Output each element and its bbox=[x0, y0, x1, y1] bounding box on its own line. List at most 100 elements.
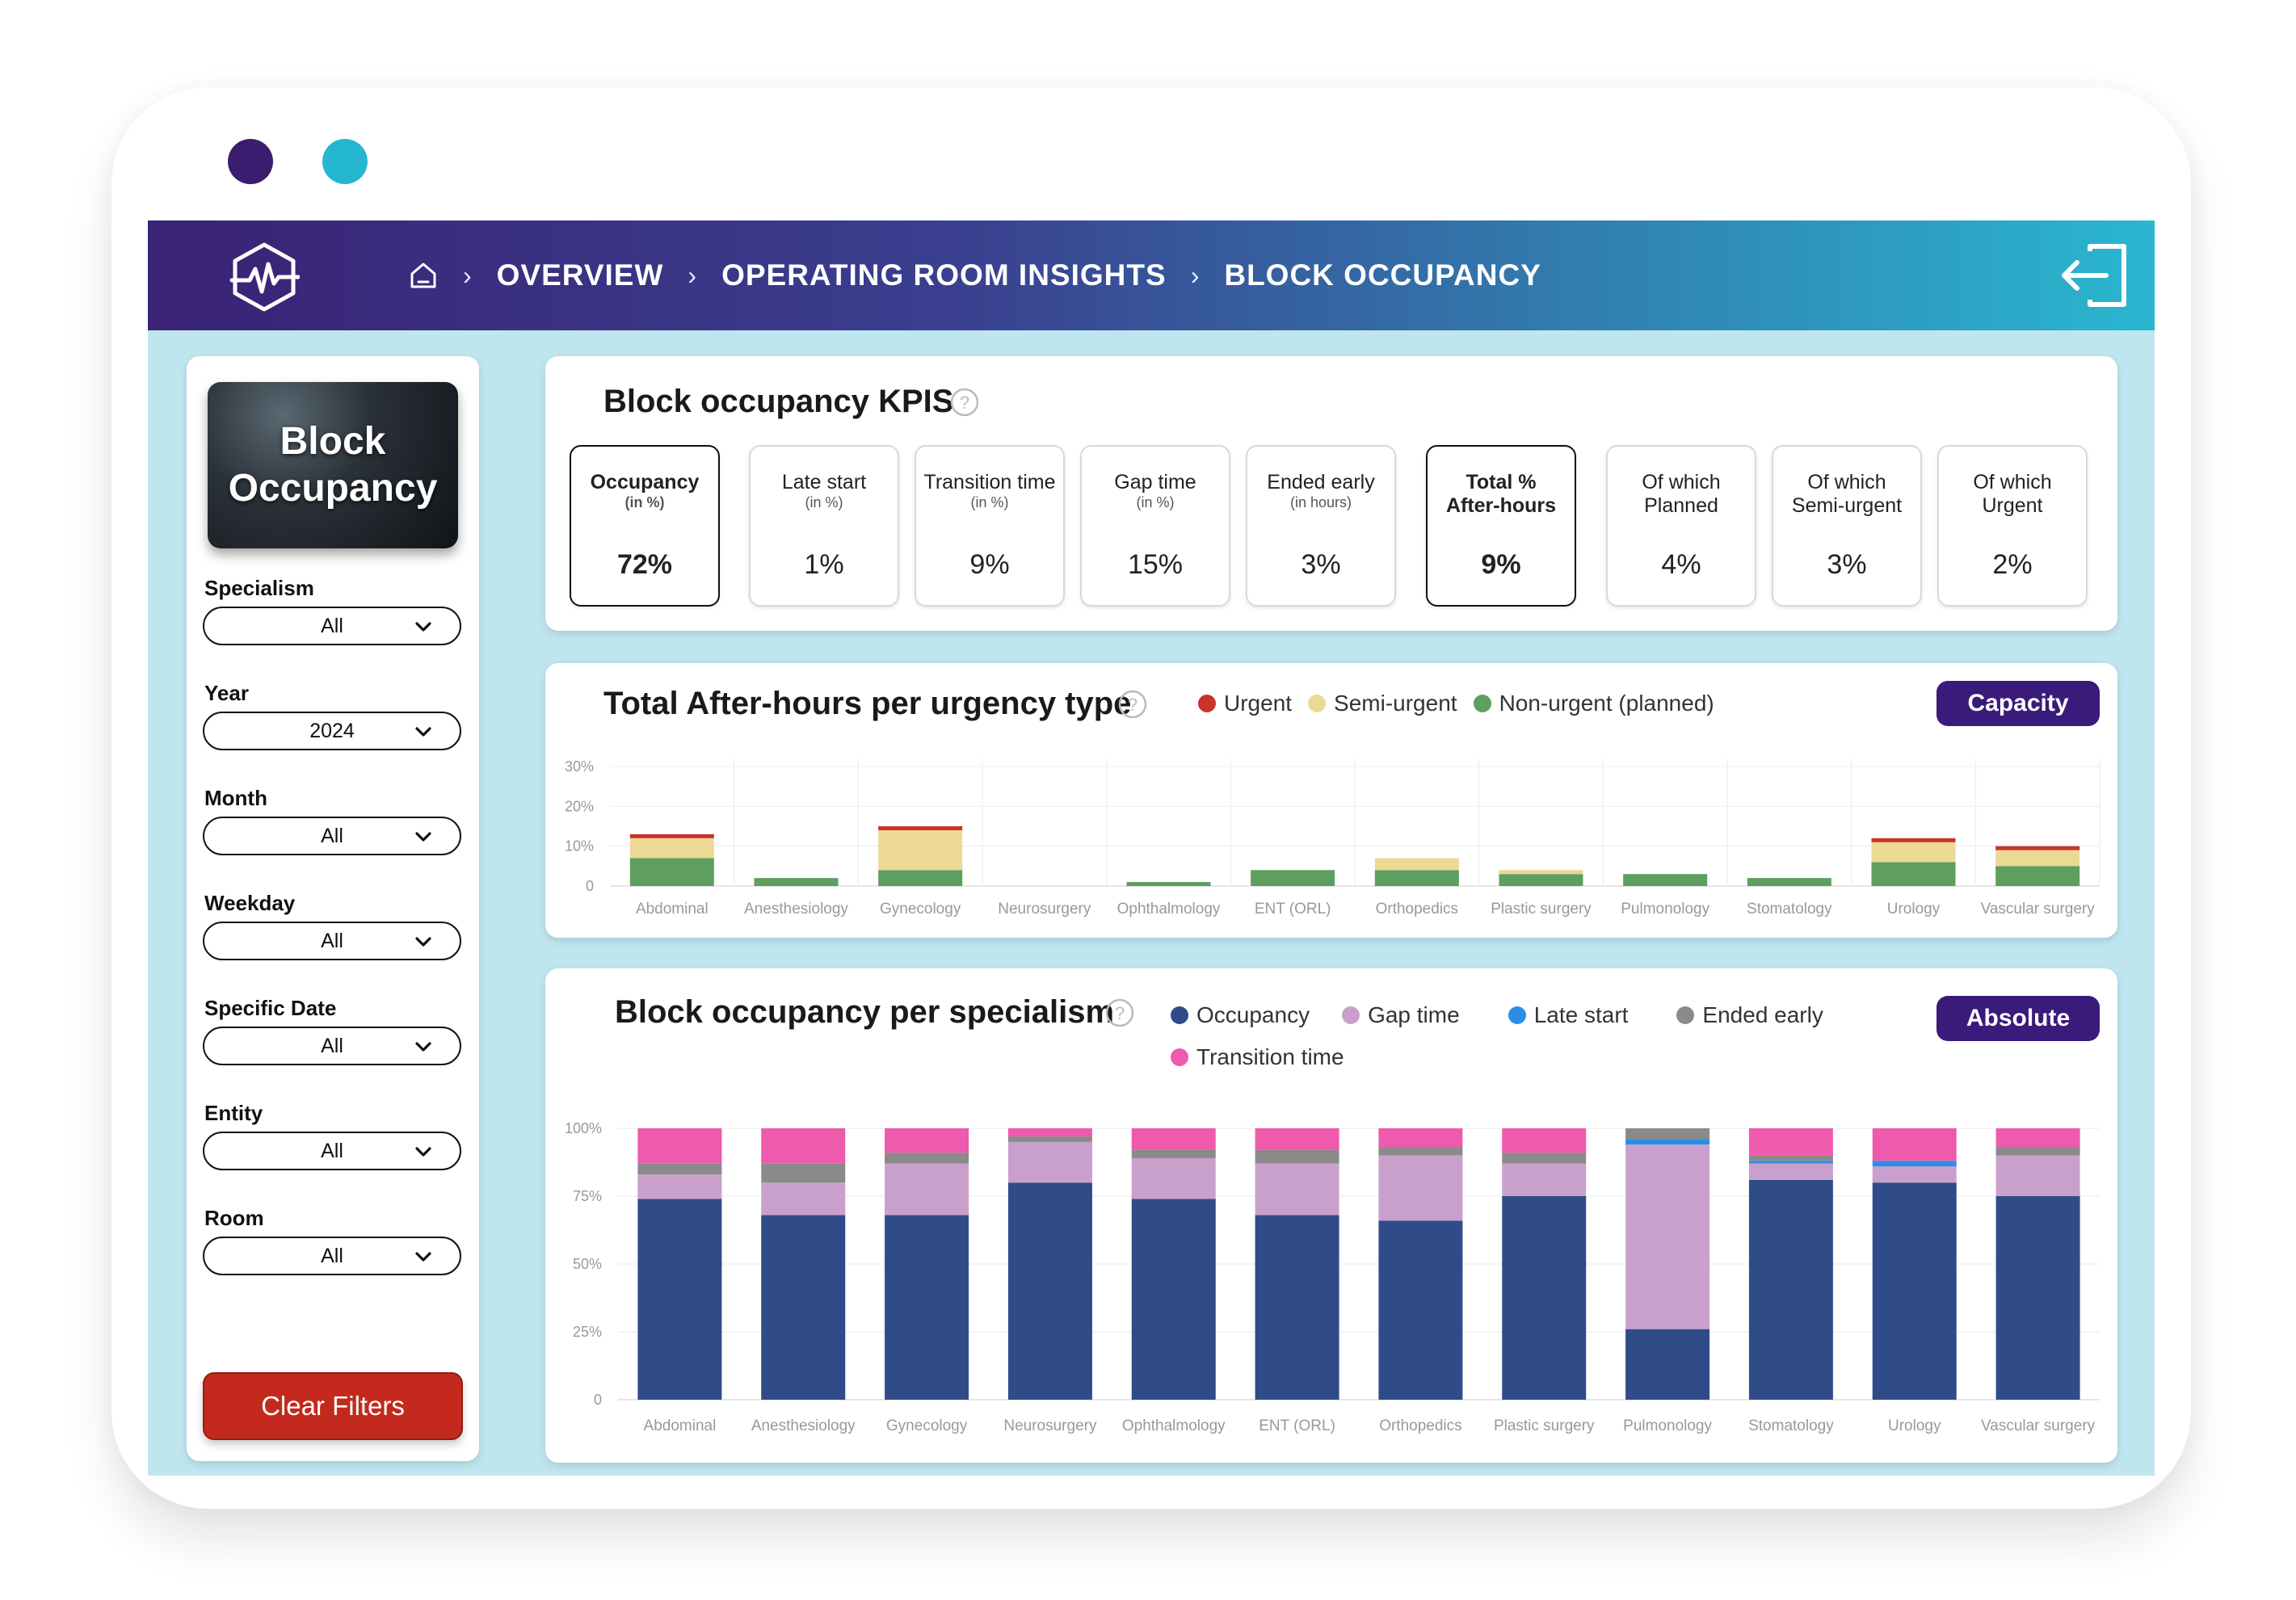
breadcrumb-block-occupancy[interactable]: BLOCK OCCUPANCY bbox=[1224, 258, 1541, 292]
logout-icon[interactable] bbox=[2058, 241, 2130, 309]
bar-ophthalmology-gap-time[interactable] bbox=[1131, 1157, 1216, 1199]
filter-select-specific-date[interactable]: All bbox=[203, 1027, 461, 1065]
bar-orthopedics-occupancy[interactable] bbox=[1378, 1220, 1463, 1400]
heartbeat-logo-icon[interactable] bbox=[229, 241, 300, 313]
bar-plastic-surgery-occupancy[interactable] bbox=[1502, 1196, 1587, 1400]
bar-abdominal-occupancy[interactable] bbox=[637, 1199, 722, 1400]
kpi-card-transition-time[interactable]: Transition time (in %) 9% bbox=[915, 445, 1065, 607]
bar-ent-orl-transition-time[interactable] bbox=[1255, 1128, 1339, 1150]
kpi-card-late-start[interactable]: Late start (in %) 1% bbox=[749, 445, 899, 607]
bar-plastic-surgery-non-urgent-planned[interactable] bbox=[1499, 874, 1583, 886]
bar-ophthalmology-transition-time[interactable] bbox=[1131, 1128, 1216, 1150]
bar-ophthalmology-occupancy[interactable] bbox=[1131, 1199, 1216, 1400]
bar-anesthesiology-transition-time[interactable] bbox=[761, 1128, 846, 1164]
bar-ent-orl-gap-time[interactable] bbox=[1255, 1163, 1339, 1216]
bar-orthopedics-transition-time[interactable] bbox=[1378, 1128, 1463, 1148]
breadcrumb-operating-room-insights[interactable]: OPERATING ROOM INSIGHTS bbox=[721, 258, 1167, 292]
bar-gynecology-ended-early[interactable] bbox=[885, 1153, 969, 1164]
kpi-card-value: 9% bbox=[969, 549, 1010, 580]
absolute-toggle-button[interactable]: Absolute bbox=[1936, 996, 2100, 1041]
bar-neurosurgery-ended-early[interactable] bbox=[1007, 1136, 1092, 1142]
bar-vascular-surgery-non-urgent-planned[interactable] bbox=[1995, 866, 2080, 886]
bar-ophthalmology-ended-early[interactable] bbox=[1131, 1149, 1216, 1158]
kpi-card-unit: (in hours) bbox=[1289, 494, 1352, 510]
bar-ent-orl-non-urgent-planned[interactable] bbox=[1251, 870, 1335, 886]
bar-abdominal-transition-time[interactable] bbox=[637, 1128, 722, 1164]
bar-stomatology-transition-time[interactable] bbox=[1748, 1128, 1833, 1156]
bar-orthopedics-semi-urgent[interactable] bbox=[1374, 858, 1459, 871]
kpi-card-ended-early[interactable]: Ended early (in hours) 3% bbox=[1246, 445, 1396, 607]
bar-anesthesiology-gap-time[interactable] bbox=[761, 1182, 846, 1216]
kpi-card-of-which-semi-urgent[interactable]: Of which Semi-urgent 3% bbox=[1772, 445, 1922, 607]
bar-plastic-surgery-gap-time[interactable] bbox=[1502, 1163, 1587, 1196]
bar-stomatology-occupancy[interactable] bbox=[1748, 1179, 1833, 1400]
bar-gynecology-non-urgent-planned[interactable] bbox=[878, 870, 963, 886]
kpi-card-total-after-hours[interactable]: Total % After-hours 9% bbox=[1426, 445, 1576, 607]
bar-neurosurgery-occupancy[interactable] bbox=[1007, 1182, 1092, 1400]
bar-neurosurgery-gap-time[interactable] bbox=[1007, 1141, 1092, 1183]
bar-plastic-surgery-ended-early[interactable] bbox=[1502, 1153, 1587, 1164]
clear-filters-button[interactable]: Clear Filters bbox=[203, 1372, 463, 1440]
bar-vascular-surgery-urgent[interactable] bbox=[1995, 846, 2080, 850]
bar-abdominal-urgent[interactable] bbox=[629, 834, 714, 838]
home-icon[interactable] bbox=[408, 260, 439, 291]
bar-ent-orl-occupancy[interactable] bbox=[1255, 1215, 1339, 1400]
kpi-card-of-which-planned[interactable]: Of which Planned 4% bbox=[1606, 445, 1756, 607]
bar-plastic-surgery-transition-time[interactable] bbox=[1502, 1128, 1587, 1153]
bar-urology-late-start[interactable] bbox=[1872, 1161, 1957, 1167]
bar-ent-orl-ended-early[interactable] bbox=[1255, 1149, 1339, 1164]
help-icon[interactable]: ? bbox=[1117, 689, 1148, 720]
help-icon[interactable]: ? bbox=[1104, 997, 1135, 1028]
bar-urology-semi-urgent[interactable] bbox=[1871, 842, 1956, 863]
filter-select-specialism[interactable]: All bbox=[203, 607, 461, 645]
bar-vascular-surgery-occupancy[interactable] bbox=[1995, 1196, 2080, 1400]
bar-urology-transition-time[interactable] bbox=[1872, 1128, 1957, 1161]
filter-select-room[interactable]: All bbox=[203, 1237, 461, 1275]
bar-urology-occupancy[interactable] bbox=[1872, 1182, 1957, 1400]
bar-gynecology-transition-time[interactable] bbox=[885, 1128, 969, 1153]
bar-stomatology-ended-early[interactable] bbox=[1748, 1155, 1833, 1161]
bar-urology-non-urgent-planned[interactable] bbox=[1871, 862, 1956, 886]
bar-pulmonology-ended-early[interactable] bbox=[1625, 1128, 1710, 1140]
kpi-card-gap-time[interactable]: Gap time (in %) 15% bbox=[1080, 445, 1230, 607]
kpi-card-occupancy[interactable]: Occupancy (in %) 72% bbox=[570, 445, 720, 607]
bar-gynecology-occupancy[interactable] bbox=[885, 1215, 969, 1400]
bar-stomatology-non-urgent-planned[interactable] bbox=[1747, 878, 1831, 886]
bar-gynecology-semi-urgent[interactable] bbox=[878, 829, 963, 871]
bar-abdominal-gap-time[interactable] bbox=[637, 1174, 722, 1199]
bar-anesthesiology-non-urgent-planned[interactable] bbox=[754, 878, 839, 886]
bar-ophthalmology-non-urgent-planned[interactable] bbox=[1126, 882, 1211, 886]
breadcrumb-overview[interactable]: OVERVIEW bbox=[496, 258, 664, 292]
filter-select-weekday[interactable]: All bbox=[203, 922, 461, 960]
bar-orthopedics-ended-early[interactable] bbox=[1378, 1147, 1463, 1156]
bar-urology-urgent[interactable] bbox=[1871, 838, 1956, 842]
filter-select-year[interactable]: 2024 bbox=[203, 712, 461, 750]
help-icon[interactable]: ? bbox=[949, 387, 980, 418]
bar-abdominal-non-urgent-planned[interactable] bbox=[629, 858, 714, 886]
bar-pulmonology-late-start[interactable] bbox=[1625, 1139, 1710, 1145]
bar-plastic-surgery-semi-urgent[interactable] bbox=[1499, 870, 1583, 875]
filter-select-month[interactable]: All bbox=[203, 817, 461, 855]
bar-vascular-surgery-gap-time[interactable] bbox=[1995, 1155, 2080, 1196]
bar-vascular-surgery-ended-early[interactable] bbox=[1995, 1147, 2080, 1156]
bar-pulmonology-gap-time[interactable] bbox=[1625, 1144, 1710, 1329]
bar-stomatology-gap-time[interactable] bbox=[1748, 1163, 1833, 1180]
bar-anesthesiology-occupancy[interactable] bbox=[761, 1215, 846, 1400]
bar-abdominal-ended-early[interactable] bbox=[637, 1163, 722, 1175]
kpi-card-of-which-urgent[interactable]: Of which Urgent 2% bbox=[1937, 445, 2088, 607]
bar-anesthesiology-ended-early[interactable] bbox=[761, 1163, 846, 1183]
bar-abdominal-semi-urgent[interactable] bbox=[629, 838, 714, 859]
bar-pulmonology-occupancy[interactable] bbox=[1625, 1329, 1710, 1400]
bar-gynecology-urgent[interactable] bbox=[878, 826, 963, 830]
bar-urology-gap-time[interactable] bbox=[1872, 1166, 1957, 1183]
bar-stomatology-late-start[interactable] bbox=[1748, 1161, 1833, 1164]
bar-orthopedics-non-urgent-planned[interactable] bbox=[1374, 870, 1459, 886]
bar-orthopedics-gap-time[interactable] bbox=[1378, 1155, 1463, 1221]
bar-vascular-surgery-transition-time[interactable] bbox=[1995, 1128, 2080, 1148]
bar-vascular-surgery-semi-urgent[interactable] bbox=[1995, 850, 2080, 867]
bar-pulmonology-non-urgent-planned[interactable] bbox=[1623, 874, 1708, 886]
capacity-toggle-button[interactable]: Capacity bbox=[1936, 681, 2100, 726]
bar-gynecology-gap-time[interactable] bbox=[885, 1163, 969, 1216]
bar-neurosurgery-transition-time[interactable] bbox=[1007, 1128, 1092, 1137]
filter-select-entity[interactable]: All bbox=[203, 1132, 461, 1170]
